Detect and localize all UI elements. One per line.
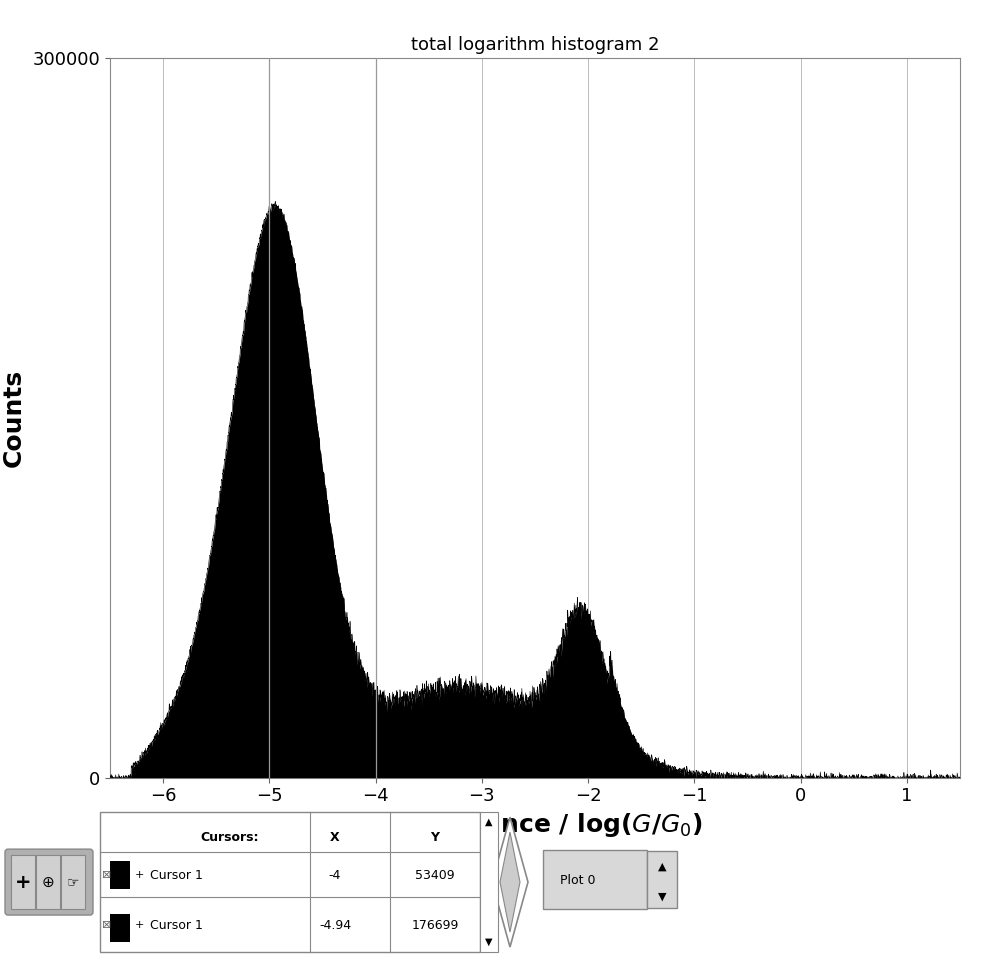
Text: ▼: ▼ [485, 937, 493, 947]
Text: ▲: ▲ [658, 862, 666, 872]
Polygon shape [500, 832, 520, 932]
Bar [100, 813, 480, 952]
FancyBboxPatch shape [647, 851, 677, 908]
X-axis label: Conductance / log($\it{G}$/$\it{G}_0$): Conductance / log($\it{G}$/$\it{G}_0$) [368, 811, 702, 839]
FancyBboxPatch shape [543, 850, 647, 909]
FancyBboxPatch shape [36, 855, 60, 909]
Title: total logarithm histogram 2: total logarithm histogram 2 [411, 36, 659, 54]
Text: ⊠: ⊠ [102, 870, 111, 880]
Text: +: + [135, 870, 144, 880]
Text: ▲: ▲ [485, 817, 493, 827]
FancyBboxPatch shape [11, 855, 35, 909]
Bar [480, 813, 498, 952]
FancyBboxPatch shape [61, 855, 85, 909]
Text: Cursor 1: Cursor 1 [150, 869, 203, 882]
Text: Cursors:: Cursors: [200, 831, 258, 844]
Text: ⊠: ⊠ [102, 920, 111, 930]
Text: Cursor 1: Cursor 1 [150, 919, 203, 931]
Text: +: + [15, 873, 31, 891]
Bar [110, 861, 130, 889]
Text: ☞: ☞ [67, 875, 79, 889]
Text: -4: -4 [329, 869, 341, 882]
Text: +: + [135, 920, 144, 930]
Text: X: X [330, 831, 340, 844]
Text: -4.94: -4.94 [319, 919, 351, 931]
Bar [110, 914, 130, 942]
Text: ▼: ▼ [658, 892, 666, 902]
Text: Plot 0: Plot 0 [560, 874, 596, 886]
Text: Y: Y [430, 831, 440, 844]
Text: 176699: 176699 [411, 919, 459, 931]
Text: ⊕: ⊕ [42, 875, 54, 889]
FancyBboxPatch shape [5, 850, 93, 915]
Polygon shape [492, 817, 528, 947]
Y-axis label: Counts: Counts [2, 369, 26, 467]
Text: 53409: 53409 [415, 869, 455, 882]
